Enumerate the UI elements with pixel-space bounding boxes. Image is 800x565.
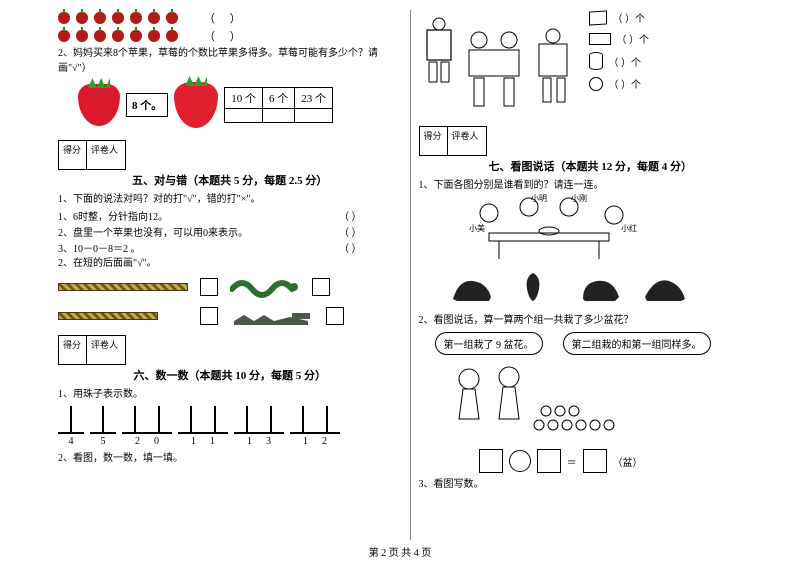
- long-stick-icon: [58, 283, 188, 291]
- abacus-num-3a: 2: [135, 436, 140, 447]
- cuboid-icon: [589, 33, 611, 45]
- q2-text: 2、妈妈买来8个苹果，草莓的个数比苹果多得多。草莓可能有多少个？请画"√"）: [58, 46, 402, 76]
- count-8-box: 8 个。: [126, 93, 168, 117]
- flower-scene-icon: [439, 359, 639, 445]
- q7-3-text: 3、看图写数。: [419, 477, 763, 492]
- q5-1-text: 1、下面的说法对吗？对的打"√"，错的打"×"。: [58, 192, 402, 207]
- check-box-2[interactable]: [200, 307, 218, 325]
- equals-sign: ＝: [567, 454, 577, 469]
- dino-4-icon: [641, 269, 687, 305]
- dino-3-icon: [577, 269, 623, 305]
- choice-23: 23 个: [295, 88, 333, 109]
- section-6-title: 六、数一数（本题共 10 分，每题 5 分）: [58, 367, 402, 383]
- abacus-row: 4 5 2 0 1 1 1 3 1 2: [58, 406, 402, 447]
- cuboid-count[interactable]: （ ）个: [617, 31, 650, 46]
- tf-paren-2[interactable]: （ ）: [339, 224, 362, 239]
- apple-row-1: （ ）: [58, 10, 402, 26]
- svg-text:小红: 小红: [621, 223, 637, 233]
- paren-2: （ ）: [204, 28, 247, 44]
- dino-1-icon: [449, 269, 495, 305]
- grader-label-6: 评卷人: [86, 335, 126, 365]
- tf-list: 1、6时整，分针指向12。 （ ） 2、盘里一个苹果也没有，可以用0来表示。 （ ）…: [58, 208, 402, 255]
- tf-paren-1[interactable]: （ ）: [339, 208, 362, 223]
- stick-row-2: [58, 303, 402, 329]
- snake-icon: [230, 275, 300, 299]
- robot-scene-icon: [419, 10, 579, 120]
- eq-unit: （盆）: [613, 454, 643, 469]
- sphere-count[interactable]: （ ）个: [609, 76, 642, 91]
- choice-mark-1[interactable]: [225, 109, 263, 123]
- strawberry-right-icon: [174, 82, 218, 128]
- abacus-num-1: 4: [69, 436, 74, 447]
- score-box-6: 得分 评卷人: [58, 335, 402, 365]
- check-box-4[interactable]: [326, 307, 344, 325]
- abacus-num-4b: 1: [210, 436, 215, 447]
- choice-6: 6 个: [263, 88, 295, 109]
- choice-mark-2[interactable]: [263, 109, 295, 123]
- stick-row-1: [58, 275, 402, 299]
- speech-bubble-2: 第二组栽的和第一组同样多。: [563, 332, 711, 355]
- grader-label-7: 评卷人: [447, 126, 487, 156]
- abacus-num-5a: 1: [247, 436, 252, 447]
- choice-table: 10 个 6 个 23 个: [224, 87, 333, 123]
- svg-text:小明: 小明: [531, 194, 547, 203]
- abacus-num-3b: 0: [154, 436, 159, 447]
- cube-icon: [589, 10, 607, 25]
- section-5-title: 五、对与错（本题共 5 分，每题 2.5 分）: [58, 172, 402, 188]
- grader-label: 评卷人: [86, 140, 126, 170]
- svg-text:小美: 小美: [469, 223, 485, 233]
- page-footer: 第 2 页 共 4 页: [0, 544, 800, 559]
- cube-count[interactable]: （ ）个: [613, 10, 646, 25]
- eq-operand-1[interactable]: [479, 449, 503, 473]
- check-box-3[interactable]: [312, 278, 330, 296]
- eq-operand-2[interactable]: [537, 449, 561, 473]
- q7-2-text: 2、看图说话，算一算两个组一共栽了多少盆花？: [419, 313, 763, 328]
- section-7-title: 七、看图说话（本题共 12 分，每题 4 分）: [419, 158, 763, 174]
- score-label-7: 得分: [419, 126, 447, 156]
- svg-text:小刚: 小刚: [571, 194, 587, 203]
- kids-table-icon: 小美 小明 小刚 小红: [449, 193, 649, 263]
- tf-item-3: 3、10－0－8＝2 。: [58, 240, 141, 255]
- cylinder-count[interactable]: （ ）个: [609, 54, 642, 69]
- eq-operator[interactable]: [509, 450, 531, 472]
- tf-item-1: 1、6时整，分针指向12。: [58, 208, 168, 223]
- score-box-7: 得分 评卷人: [419, 126, 763, 156]
- crocodile-icon: [230, 303, 314, 329]
- dino-2-icon: [513, 269, 559, 305]
- q7-1-text: 1、下面各图分别是谁看到的？请连一连。: [419, 178, 763, 193]
- score-box-5: 得分 评卷人: [58, 140, 402, 170]
- abacus-num-6a: 1: [303, 436, 308, 447]
- equation-row: ＝ （盆）: [479, 449, 763, 473]
- cylinder-icon: [589, 52, 603, 70]
- tf-item-2: 2、盘里一个苹果也没有，可以用0来表示。: [58, 224, 248, 239]
- strawberry-left-icon: [78, 84, 120, 126]
- short-stick-icon: [58, 312, 158, 320]
- choice-mark-3[interactable]: [295, 109, 333, 123]
- paren-1: （ ）: [204, 10, 247, 26]
- right-column: （ ）个 （ ）个 （ ）个 （ ）个 得分 评卷人 七、看图说话（本题共 12…: [411, 10, 771, 540]
- abacus-num-5b: 3: [266, 436, 271, 447]
- tf-paren-3[interactable]: （ ）: [339, 240, 362, 255]
- abacus-num-2: 5: [101, 436, 106, 447]
- abacus-num-6b: 2: [322, 436, 327, 447]
- q5-2-text: 2、在短的后面画"√"。: [58, 256, 402, 271]
- choice-10: 10 个: [225, 88, 263, 109]
- q6-1-text: 1、用珠子表示数。: [58, 387, 402, 402]
- score-label-6: 得分: [58, 335, 86, 365]
- sphere-icon: [589, 77, 603, 91]
- left-column: （ ） （ ） 2、妈妈买来8个苹果，草莓的个数比苹果多得多。草莓可能有多少个？…: [50, 10, 411, 540]
- dino-row: [449, 269, 763, 305]
- q6-2-text: 2、看图，数一数，填一填。: [58, 451, 402, 466]
- apple-row-2: （ ）: [58, 28, 402, 44]
- speech-bubble-1: 第一组栽了 9 盆花。: [435, 332, 543, 355]
- abacus-num-4a: 1: [191, 436, 196, 447]
- fruit-row: 8 个。 10 个 6 个 23 个: [78, 82, 402, 128]
- shape-count-column: （ ）个 （ ）个 （ ）个 （ ）个: [589, 10, 650, 91]
- check-box-1[interactable]: [200, 278, 218, 296]
- eq-result[interactable]: [583, 449, 607, 473]
- score-label: 得分: [58, 140, 86, 170]
